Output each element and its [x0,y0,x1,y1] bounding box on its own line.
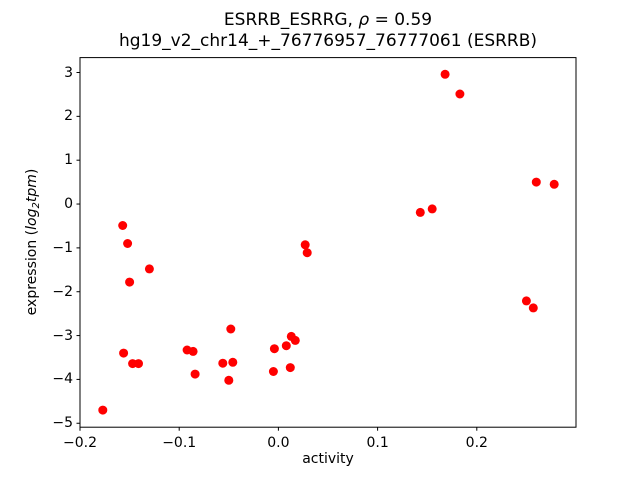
data-point [188,346,198,356]
data-point [228,357,238,367]
y-tick-label: −3 [52,327,73,344]
data-point [144,264,154,274]
data-point [268,367,278,376]
data-point [119,348,129,358]
data-point [285,363,295,373]
x-tick-label: 0.1 [366,435,389,451]
y-tick-label: 1 [64,152,73,169]
data-point [128,359,138,369]
chart-title-line1: ESRRB_ESRRG, ρ = 0.59 [80,10,576,31]
data-point [190,369,200,379]
data-point [134,359,143,369]
data-point [125,277,135,287]
data-point [226,324,236,334]
x-tick-label: 0.2 [465,435,488,451]
data-point [281,341,291,351]
plot-frame [79,57,577,428]
data-point [415,207,425,217]
title-text-suffix: = 0.59 [369,10,433,30]
chart-title: ESRRB_ESRRG, ρ = 0.59 hg19_v2_chr14_+_76… [80,10,576,52]
x-axis-label: activity [302,451,354,467]
data-point [286,331,296,341]
data-point [440,69,450,79]
data-point [528,303,538,313]
y-tick-label: −5 [52,415,73,432]
data-point [224,375,234,385]
data-point [290,335,300,345]
y-tick-label: 2 [64,108,73,125]
data-point [521,296,531,306]
y-tick-label: −1 [52,239,73,256]
data-point [531,177,541,187]
data-point [118,221,128,230]
data-point [427,204,437,214]
title-rho-symbol: ρ [358,10,370,30]
y-tick-label: −2 [52,283,73,300]
data-point [269,344,279,354]
title-text-prefix: ESRRB_ESRRG, [223,10,359,30]
x-tick-label: −0.1 [162,435,197,451]
y-tick-label: −4 [52,371,73,388]
data-point [218,358,228,368]
data-point [302,248,312,258]
data-point [455,89,465,99]
y-tick-label: 3 [64,64,73,81]
y-axis-label-suffix: ) [24,168,40,175]
data-point [182,345,192,355]
x-tick-label: −0.2 [63,435,97,451]
chart-title-line2: hg19_v2_chr14_+_76776957_76777061 (ESRRB… [118,31,538,51]
x-tick-label: 0.0 [267,435,290,451]
y-tick-label: 0 [64,196,73,213]
data-point [98,405,108,415]
data-point [549,179,559,189]
data-point [123,239,133,248]
data-point [300,240,310,250]
